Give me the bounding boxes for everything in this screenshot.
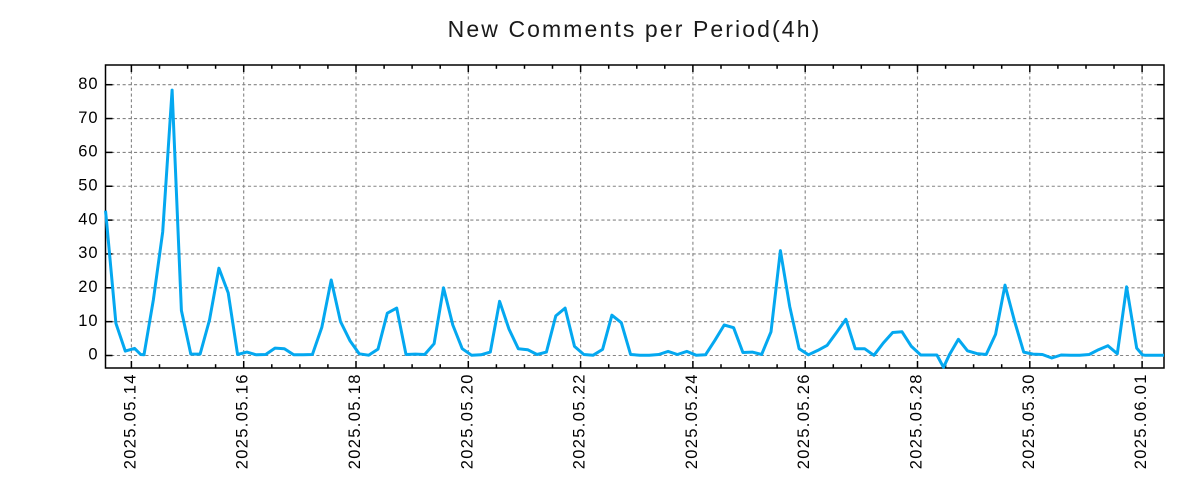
svg-text:2025.05.20: 2025.05.20 (458, 373, 476, 469)
svg-text:2025.05.18: 2025.05.18 (346, 373, 364, 469)
svg-text:2025.05.26: 2025.05.26 (795, 373, 813, 469)
svg-text:50: 50 (78, 176, 98, 194)
svg-text:2025.05.30: 2025.05.30 (1020, 373, 1038, 469)
svg-text:20: 20 (78, 278, 98, 296)
svg-text:2025.05.22: 2025.05.22 (571, 373, 589, 469)
svg-text:70: 70 (78, 109, 98, 127)
svg-text:0: 0 (88, 346, 98, 364)
svg-text:2025.05.28: 2025.05.28 (908, 373, 926, 469)
svg-text:40: 40 (78, 210, 98, 228)
svg-text:2025.05.14: 2025.05.14 (121, 373, 139, 469)
svg-text:2025.05.24: 2025.05.24 (683, 373, 701, 469)
svg-text:60: 60 (78, 143, 98, 161)
svg-text:New Comments per Period(4h): New Comments per Period(4h) (448, 16, 822, 42)
svg-text:30: 30 (78, 244, 98, 262)
svg-text:80: 80 (78, 75, 98, 93)
svg-text:10: 10 (78, 312, 98, 330)
svg-text:2025.05.16: 2025.05.16 (234, 373, 252, 469)
svg-text:2025.06.01: 2025.06.01 (1132, 373, 1150, 469)
